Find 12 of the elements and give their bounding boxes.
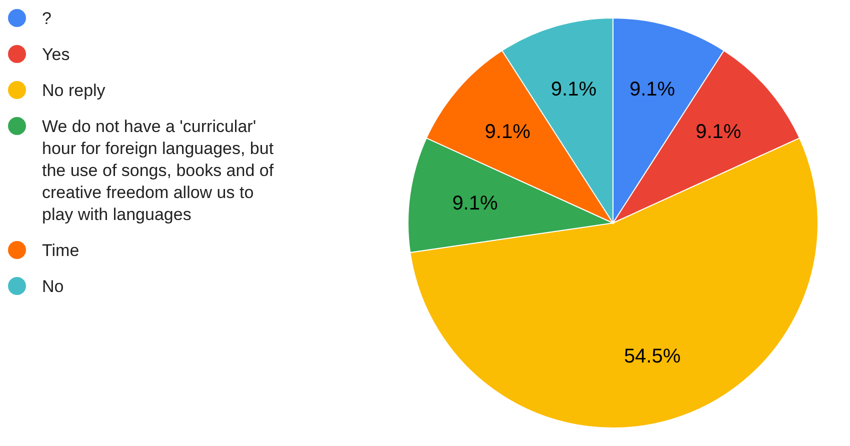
data-label: 9.1%	[630, 78, 676, 100]
legend-label: No	[42, 276, 64, 298]
legend-label: No reply	[42, 80, 106, 102]
legend-label: ?	[42, 8, 52, 30]
legend-label: Time	[42, 240, 80, 262]
legend-label: Yes	[42, 44, 70, 66]
data-label: 9.1%	[696, 120, 742, 143]
data-label: 9.1%	[550, 78, 597, 100]
data-label: 9.1%	[484, 120, 531, 143]
data-label: 54.5%	[624, 346, 681, 368]
data-label: 9.1%	[452, 192, 498, 214]
legend-label: We do not have a 'curricular' hour for foreign languages, but the use of songs, books and of creative freedom allow us to play with languages	[42, 116, 275, 226]
